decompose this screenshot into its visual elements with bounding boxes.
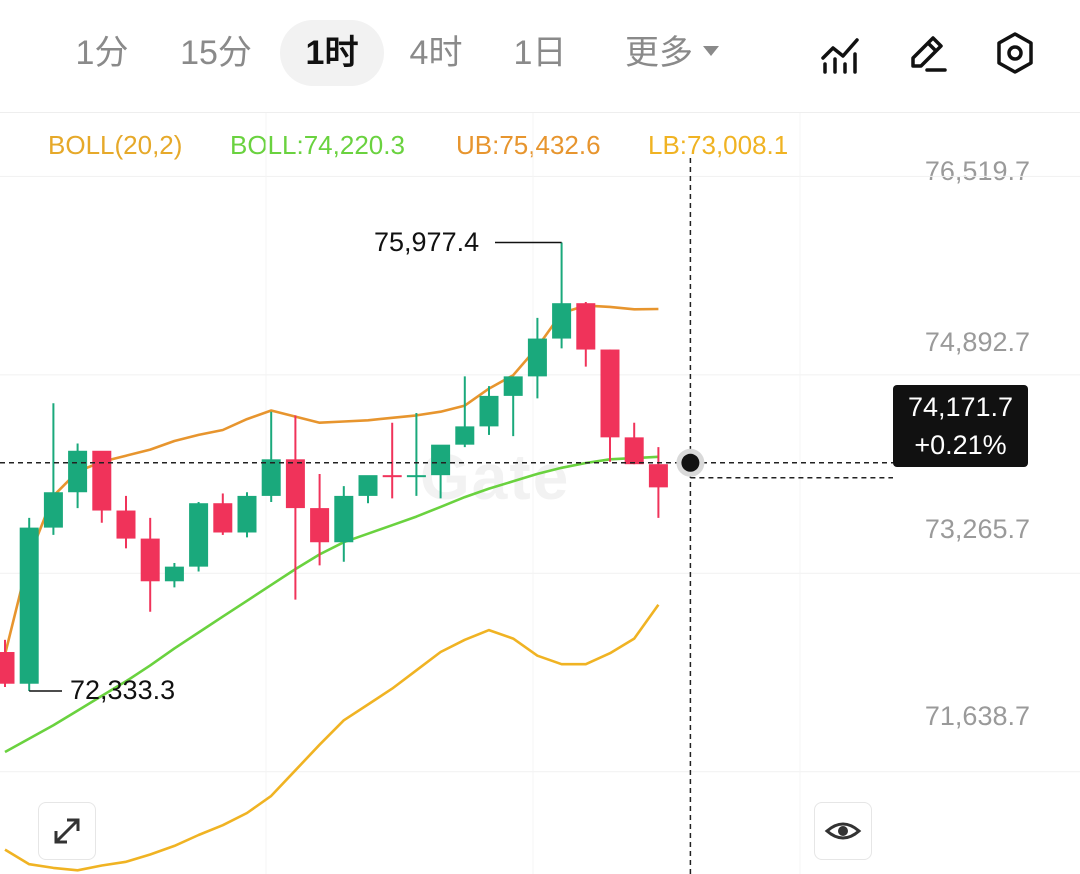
candle-body	[310, 508, 330, 543]
crosshair-dot	[681, 453, 700, 472]
visibility-button[interactable]	[814, 802, 872, 860]
candle-body	[140, 538, 160, 582]
tab-15m[interactable]: 15分	[180, 34, 252, 72]
candle-body	[68, 450, 88, 493]
price-axis-tick: 74,892.7	[924, 327, 1030, 357]
tab-4h[interactable]: 4时	[409, 34, 463, 72]
candle-body	[431, 444, 451, 476]
candle-body	[406, 475, 426, 478]
topbar-divider	[0, 112, 1080, 113]
candle-body	[164, 566, 184, 582]
expand-icon	[54, 818, 80, 844]
candle-body	[237, 495, 257, 533]
tab-more[interactable]: 更多	[612, 20, 732, 86]
indicator-icon[interactable]	[815, 28, 865, 78]
candle-body	[213, 503, 233, 533]
legend-ub: UB:75,432.6	[456, 130, 601, 160]
legend-boll-mid: BOLL:74,220.3	[230, 130, 405, 160]
price-axis-tick: 73,265.7	[924, 514, 1030, 544]
candle-body	[261, 459, 281, 496]
current-price-box: 74,171.7 +0.21%	[893, 385, 1028, 467]
candle-body	[382, 475, 402, 478]
fullscreen-button[interactable]	[38, 802, 96, 860]
price-axis-tick: 76,519.7	[924, 156, 1030, 186]
tab-more-label: 更多	[625, 34, 693, 72]
tab-1h[interactable]: 1时	[280, 20, 384, 86]
timeframe-bar: 1分 15分 1时 4时 1日 更多	[0, 0, 1080, 110]
candle-body	[19, 527, 39, 684]
settings-hex-icon[interactable]	[990, 28, 1040, 78]
tab-1d[interactable]: 1日	[513, 34, 567, 72]
low-price-annotation: 72,333.3	[70, 675, 176, 706]
boll-mid-line	[4, 455, 659, 754]
candle-body	[455, 426, 475, 445]
candle-body	[285, 459, 305, 509]
candle-body	[624, 437, 644, 465]
legend-lb: LB:73,008.1	[648, 130, 789, 160]
eye-icon	[824, 822, 862, 840]
candle-body	[43, 492, 63, 528]
current-price: 74,171.7	[907, 392, 1014, 422]
candle-body	[600, 349, 620, 438]
candle-body	[576, 303, 596, 350]
candle-body	[334, 495, 354, 543]
candle-body	[189, 503, 209, 567]
candle-body	[552, 303, 572, 339]
candle-body	[648, 464, 668, 488]
candle-body	[503, 376, 523, 396]
price-axis-tick: 71,638.7	[924, 701, 1030, 731]
boll-lower-line	[4, 603, 660, 872]
candle-body	[116, 510, 136, 539]
boll-upper-line	[3, 304, 659, 655]
legend-boll-params: BOLL(20,2)	[48, 130, 183, 160]
chevron-down-icon	[703, 46, 719, 57]
draw-pen-icon[interactable]	[903, 28, 953, 78]
candle-body	[358, 475, 378, 496]
candle-body	[92, 450, 112, 511]
high-price-annotation: 75,977.4	[374, 226, 480, 257]
candle-body	[527, 338, 547, 377]
current-change: +0.21%	[914, 430, 1007, 460]
candle-body	[479, 395, 499, 427]
tab-1m[interactable]: 1分	[75, 34, 129, 72]
candle-body	[0, 652, 15, 684]
